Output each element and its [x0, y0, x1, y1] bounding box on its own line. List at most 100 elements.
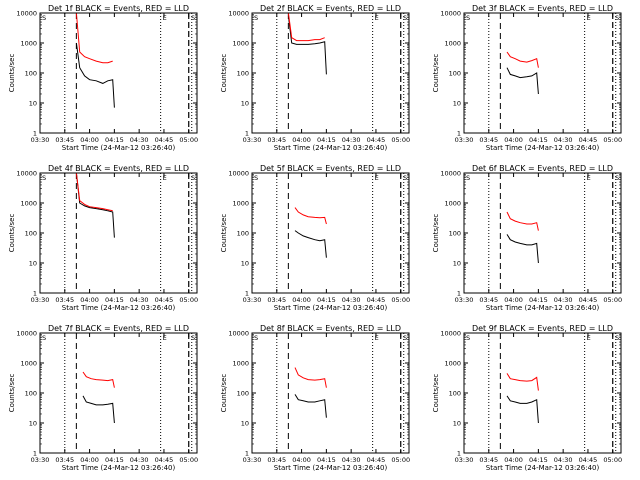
panel-3-xtick-label: 03:30 — [455, 136, 474, 144]
panel-9-mark-e: E — [587, 334, 591, 342]
panel-1-ytick-label: 1 — [33, 130, 37, 138]
panel-4-mark-s-right: S — [191, 174, 195, 182]
panel-2-mark-s-right: S — [403, 14, 407, 22]
panel-1-xtick-label: 04:15 — [105, 136, 124, 144]
panel-5-series-events — [294, 230, 327, 258]
panel-8-mark-s-left: S — [254, 334, 258, 342]
panel-2-xlabel: Start Time (24-Mar-12 03:26:40) — [274, 144, 388, 152]
panel-4-xtick-label: 03:30 — [31, 296, 50, 304]
panel-7-series-lld — [82, 371, 115, 388]
panel-4-axes-frame — [39, 172, 198, 294]
panel-4-xtick-label: 03:45 — [55, 296, 74, 304]
panel-3-xtick-label: 04:00 — [504, 136, 523, 144]
panel-5-title: Det 5f BLACK = Events, RED = LLD — [260, 164, 401, 173]
panel-4-mark-e: E — [163, 174, 167, 182]
panel-7-ytick-label: 1 — [33, 450, 37, 458]
panel-9-ytick-label: 100 — [449, 390, 461, 398]
panel-6-xtick-label: 05:00 — [603, 296, 622, 304]
panel-4-series-lld — [75, 172, 113, 212]
panel-3-xtick-label: 04:30 — [554, 136, 573, 144]
panel-9-xtick-label: 04:00 — [504, 456, 523, 464]
panel-2-ytick-label: 10 — [241, 100, 249, 108]
panel-2-xtick-label: 04:45 — [367, 136, 386, 144]
panel-5-xtick-label: 03:45 — [267, 296, 286, 304]
panel-5-ytick-label: 100 — [237, 230, 249, 238]
panel-1-series-lld — [75, 12, 113, 64]
panel-5-mark-s-left: S — [254, 174, 258, 182]
panel-5-xtick-label: 04:00 — [292, 296, 311, 304]
panel-6-title: Det 6f BLACK = Events, RED = LLD — [472, 164, 613, 173]
panel-7-ytick-label: 10000 — [16, 330, 37, 338]
panel-7-mark-e: E — [163, 334, 167, 342]
panel-2-xtick-label: 05:00 — [391, 136, 410, 144]
panel-5-ytick-label: 10000 — [228, 170, 249, 178]
panel-5-mark-s-right: S — [403, 174, 407, 182]
panel-7-ytick-label: 100 — [25, 390, 37, 398]
panel-5-xtick-label: 03:30 — [243, 296, 262, 304]
panel-7-axes-frame — [39, 332, 198, 454]
panel-2-xtick-label: 03:30 — [243, 136, 262, 144]
panel-8-xtick-label: 05:00 — [391, 456, 410, 464]
panel-7-xtick-label: 05:00 — [179, 456, 198, 464]
panel-4-series-events — [75, 172, 115, 238]
panel-4-ytick-label: 10 — [29, 260, 37, 268]
panel-8-ytick-label: 100 — [237, 390, 249, 398]
panel-2-title: Det 2f BLACK = Events, RED = LLD — [260, 4, 401, 13]
panel-7-ylabel: Counts/sec — [8, 374, 16, 413]
panel-8-xtick-label: 04:30 — [342, 456, 361, 464]
panel-5-xlabel: Start Time (24-Mar-12 03:26:40) — [274, 304, 388, 312]
panel-6-ytick-label: 10 — [453, 260, 461, 268]
panel-2-ytick-label: 100 — [237, 70, 249, 78]
panel-7-xtick-label: 03:30 — [31, 456, 50, 464]
panel-5-xtick-label: 04:30 — [342, 296, 361, 304]
panel-4-xtick-label: 05:00 — [179, 296, 198, 304]
panel-4-xtick-label: 04:30 — [130, 296, 149, 304]
panel-8-series-events — [294, 394, 327, 418]
panel-9-mark-s-right: S — [615, 334, 619, 342]
panel-3-ytick-label: 10000 — [440, 10, 461, 18]
panel-2-ytick-label: 10000 — [228, 10, 249, 18]
panel-5-series-lld — [294, 207, 327, 225]
panel-8-ytick-label: 10000 — [228, 330, 249, 338]
panel-4-ytick-label: 100 — [25, 230, 37, 238]
panel-4-xlabel: Start Time (24-Mar-12 03:26:40) — [62, 304, 176, 312]
panel-1-axes-frame — [39, 12, 198, 134]
panel-1-ytick-label: 1000 — [20, 40, 37, 48]
panel-6-ytick-label: 10000 — [440, 170, 461, 178]
panel-9-xlabel: Start Time (24-Mar-12 03:26:40) — [486, 464, 600, 472]
panel-3-mark-e: E — [587, 14, 591, 22]
panel-9-series-lld — [506, 373, 539, 391]
panel-9-xtick-label: 05:00 — [603, 456, 622, 464]
panel-5-xtick-label: 04:45 — [367, 296, 386, 304]
panel-8-xtick-label: 04:00 — [292, 456, 311, 464]
panel-9-xtick-label: 04:45 — [579, 456, 598, 464]
panel-6-mark-s-left: S — [466, 174, 470, 182]
panel-4-ytick-label: 10000 — [16, 170, 37, 178]
panel-4-ytick-label: 1000 — [20, 200, 37, 208]
panel-6-ytick-label: 100 — [449, 230, 461, 238]
panel-1-mark-s-left: S — [42, 14, 46, 22]
panel-4-xtick-label: 04:45 — [155, 296, 174, 304]
panel-9-xtick-label: 04:15 — [529, 456, 548, 464]
panel-4-title: Det 4f BLACK = Events, RED = LLD — [48, 164, 189, 173]
panel-3-xtick-label: 04:15 — [529, 136, 548, 144]
panel-4-ylabel: Counts/sec — [8, 214, 16, 253]
panel-8-title: Det 8f BLACK = Events, RED = LLD — [260, 324, 401, 333]
panel-2-series-events — [287, 15, 327, 75]
panel-2-axes-frame — [251, 12, 410, 134]
panel-1-ytick-label: 100 — [25, 70, 37, 78]
panel-8-ytick-label: 10 — [241, 420, 249, 428]
panel-6-series-lld — [506, 211, 539, 231]
panel-1-xtick-label: 03:45 — [55, 136, 74, 144]
panel-1-xtick-label: 05:00 — [179, 136, 198, 144]
panel-9-title: Det 9f BLACK = Events, RED = LLD — [472, 324, 613, 333]
panel-2-mark-s-left: S — [254, 14, 258, 22]
panel-1-series-events — [75, 42, 115, 108]
panel-9-axes-frame — [463, 332, 622, 454]
panel-9-ytick-label: 10000 — [440, 330, 461, 338]
panel-6-xlabel: Start Time (24-Mar-12 03:26:40) — [486, 304, 600, 312]
panel-1-ytick-label: 10000 — [16, 10, 37, 18]
panel-2-ytick-label: 1000 — [232, 40, 249, 48]
panel-9-mark-s-left: S — [466, 334, 470, 342]
